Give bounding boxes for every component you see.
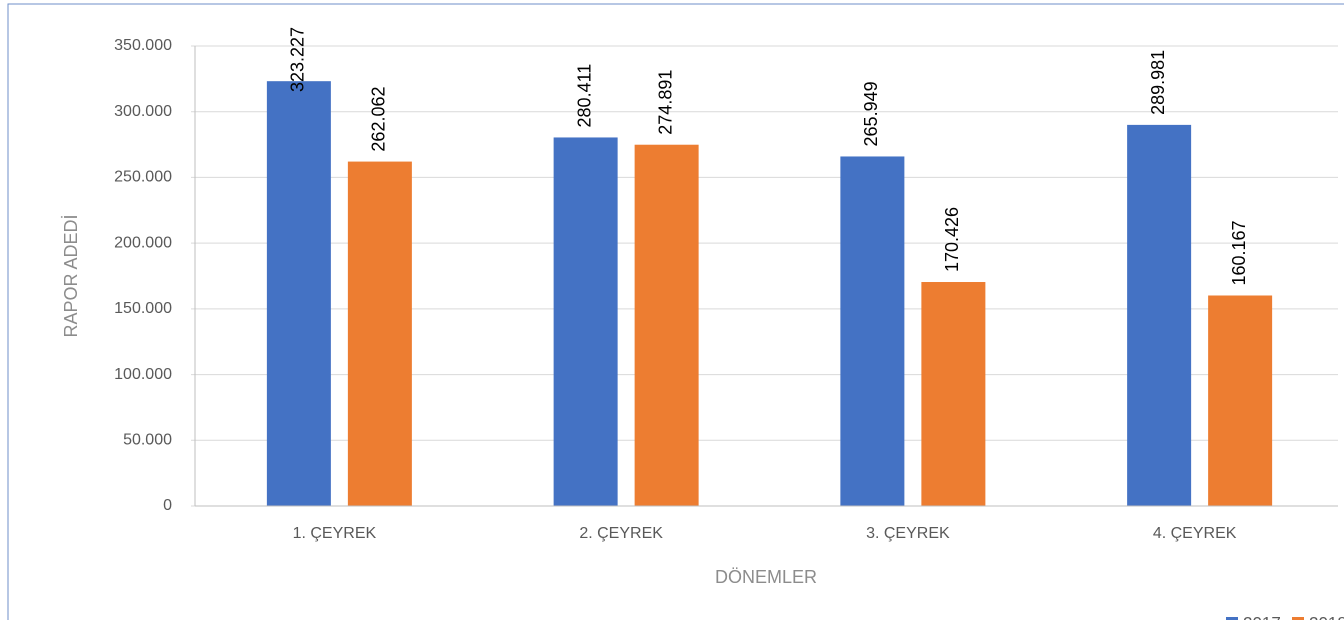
y-tick-label: 300.000 xyxy=(114,103,172,120)
bar xyxy=(1208,295,1273,506)
y-tick-label: 0 xyxy=(163,497,172,514)
y-tick-label: 150.000 xyxy=(114,300,172,317)
x-axis-title: DÖNEMLER xyxy=(715,567,817,587)
y-tick-label: 100.000 xyxy=(114,366,172,383)
bar xyxy=(840,156,905,506)
bar xyxy=(347,161,412,506)
bar xyxy=(921,282,986,506)
data-label: 160.167 xyxy=(1229,220,1249,285)
legend-swatch xyxy=(1226,617,1238,620)
x-tick-label: 4. ÇEYREK xyxy=(1153,525,1237,542)
bar xyxy=(1127,124,1192,506)
bar xyxy=(634,144,699,506)
data-label: 323.227 xyxy=(288,27,308,92)
y-tick-label: 250.000 xyxy=(114,169,172,186)
y-tick-label: 50.000 xyxy=(123,432,172,449)
bar xyxy=(553,137,618,506)
x-tick-label: 2. ÇEYREK xyxy=(579,525,663,542)
x-tick-label: 3. ÇEYREK xyxy=(866,525,950,542)
legend-label: 2017 xyxy=(1243,613,1281,620)
chart-border xyxy=(7,3,1344,620)
data-label: 289.981 xyxy=(1148,50,1168,115)
legend-label: 2018 xyxy=(1309,613,1344,620)
data-label: 170.426 xyxy=(942,207,962,272)
data-label: 274.891 xyxy=(655,70,675,135)
data-label: 265.949 xyxy=(861,81,881,146)
x-tick-label: 1. ÇEYREK xyxy=(293,525,377,542)
y-tick-label: 200.000 xyxy=(114,234,172,251)
bar xyxy=(266,81,331,506)
data-label: 280.411 xyxy=(574,64,594,128)
legend-swatch xyxy=(1292,617,1304,620)
y-axis-title: RAPOR ADEDİ xyxy=(61,214,81,337)
y-tick-label: 350.000 xyxy=(114,37,172,54)
data-label: 262.062 xyxy=(369,86,389,151)
